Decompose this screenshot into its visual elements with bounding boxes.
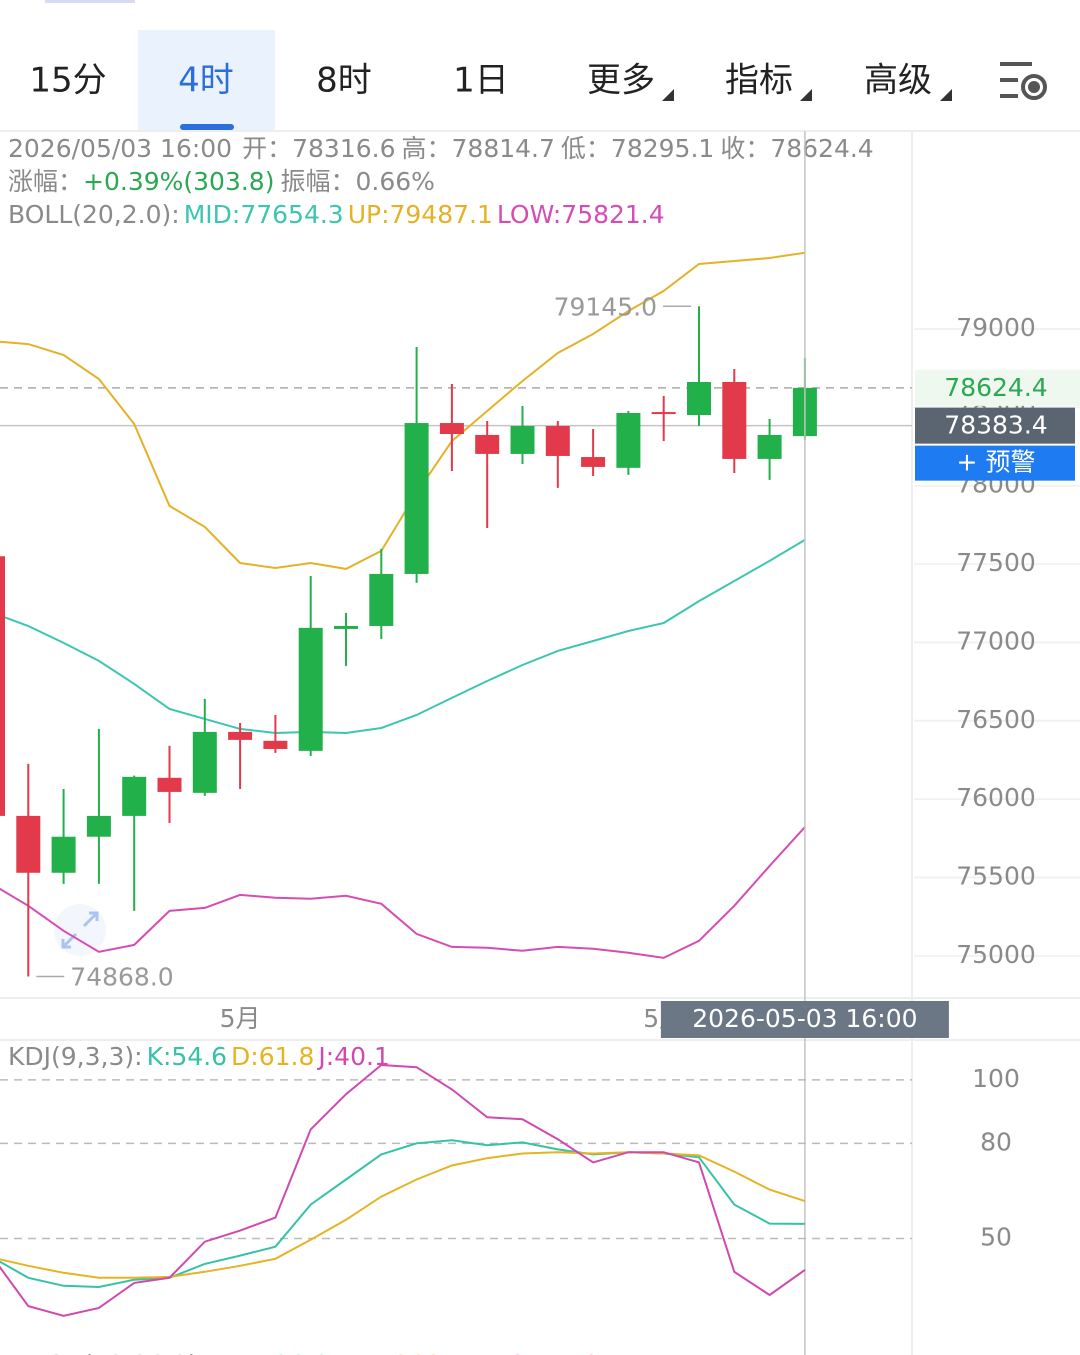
boll-line	[0, 539, 806, 735]
label: 振幅：	[280, 167, 355, 196]
label: 开：	[242, 134, 292, 163]
legend-item: UP:79487.1	[348, 200, 493, 229]
info-line: 2026/05/03 16:00 开：78316.6 高：78814.7 低：7829…	[8, 134, 874, 163]
label: 高：	[402, 134, 452, 163]
candle-body	[51, 836, 76, 873]
dropdown-arrows	[662, 89, 952, 101]
legend-item: DEA:260.1	[333, 1350, 465, 1355]
kdj-line	[0, 1151, 806, 1279]
alert-button[interactable]: + 预警	[957, 448, 1036, 477]
y-tick-label: 100	[972, 1064, 1020, 1093]
last-price-label: 78624.4	[944, 373, 1047, 402]
candle-body	[228, 731, 253, 740]
candle-body	[722, 381, 747, 459]
candle-body	[86, 815, 111, 837]
legend-title: KDJ(9,3,3):	[8, 1042, 143, 1071]
legend-title: BOLL(20,2.0):	[8, 200, 180, 229]
datetime: 2026/05/03 16:00	[8, 134, 232, 163]
y-tick-label: 76000	[956, 783, 1036, 812]
legend-item: K:54.6	[147, 1042, 227, 1071]
legend-title: MACD(12,26,9):	[8, 1350, 206, 1355]
info-line: 涨幅：+0.39%(303.8) 振幅：0.66%	[8, 167, 435, 196]
candle-body	[16, 815, 41, 873]
tab[interactable]: 1日	[453, 61, 509, 101]
kdj-line	[0, 1063, 806, 1317]
candle-body	[263, 740, 288, 749]
candle-body	[439, 423, 464, 435]
value: 78814.7	[452, 134, 555, 163]
info-line: KDJ(9,3,3): K:54.6 D:61.8 J:40.1	[8, 1042, 390, 1071]
crosshair-price-box	[915, 407, 1075, 444]
candle-body	[581, 457, 606, 467]
kdj-plot	[0, 1063, 912, 1317]
active-tab-bg	[138, 30, 275, 130]
tab[interactable]: 高级	[864, 61, 932, 101]
candle-body	[298, 627, 323, 751]
tab[interactable]: 4时	[178, 61, 234, 101]
candle-body	[651, 412, 676, 415]
y-tick-label: 80	[980, 1127, 1012, 1156]
candle-body	[545, 426, 570, 456]
scroll-indicator	[45, 0, 135, 3]
legend-item: MID:77654.3	[184, 200, 344, 229]
legend-item: D:61.8	[231, 1042, 314, 1071]
y-tick-label: 50	[980, 1222, 1012, 1251]
legend-item: DIF:436.0	[210, 1350, 329, 1355]
candle-body	[404, 423, 429, 574]
last-price-box	[915, 369, 1080, 406]
settings-icon[interactable]	[1000, 62, 1047, 100]
boll-line	[0, 826, 806, 959]
main-plot	[0, 251, 912, 977]
value: +0.39%(303.8)	[83, 167, 274, 196]
min-label: 74868.0	[70, 963, 173, 992]
label: 收：	[720, 134, 770, 163]
candle-body	[369, 573, 394, 626]
candle-body	[510, 426, 535, 454]
candle-body	[757, 434, 782, 459]
y-tick-label: 75500	[956, 861, 1036, 890]
kdj-line	[0, 1139, 805, 1289]
y-tick-label: 79000	[956, 313, 1036, 342]
tab[interactable]: 15分	[29, 61, 106, 101]
macd-legend: MACD(12,26,9): DIF:436.0 DEA:260.1 MACD:152…	[8, 1350, 624, 1355]
candle-body	[616, 413, 641, 468]
candle-body	[687, 381, 711, 416]
active-tab-underline	[180, 124, 234, 130]
crosshair-price-label: 78383.4	[944, 411, 1047, 440]
info-line: BOLL(20,2.0): MID:77654.3 UP:79487.1 LOW:75…	[8, 200, 665, 229]
zoom-icon[interactable]	[54, 904, 106, 956]
alert-button-bg[interactable]	[915, 445, 1075, 481]
y-tick-label: 77000	[956, 626, 1036, 655]
candle-body	[0, 556, 5, 816]
value: 78316.6	[292, 134, 395, 163]
crosshair-time-box	[660, 1001, 949, 1038]
label: 低：	[561, 134, 611, 163]
x-tick-label: 5月	[220, 1004, 261, 1033]
y-tick-label: 75000	[956, 940, 1036, 969]
value: 0.66%	[355, 167, 434, 196]
crosshair-time-label: 2026-05-03 16:00	[692, 1004, 917, 1033]
legend-item: J:40.1	[316, 1042, 389, 1071]
value: 78624.4	[770, 134, 873, 163]
legend-item: LOW:75821.4	[497, 200, 665, 229]
boll-line	[0, 251, 806, 570]
legend-item: MACD:152.7	[469, 1350, 624, 1355]
tab[interactable]: 更多	[587, 61, 655, 101]
tab[interactable]: 指标	[725, 61, 793, 101]
y-tick-label: 77500	[956, 548, 1036, 577]
tab[interactable]: 8时	[316, 61, 372, 101]
candle-body	[157, 777, 182, 792]
candle-body	[334, 625, 358, 629]
candle-body	[475, 434, 500, 454]
y-tick-label: 76500	[956, 705, 1036, 734]
label: 涨幅：	[8, 167, 83, 196]
value: 78295.1	[611, 134, 714, 163]
max-label: 79145.0	[554, 292, 657, 321]
candle-body	[122, 776, 147, 816]
candle-body	[192, 731, 217, 793]
